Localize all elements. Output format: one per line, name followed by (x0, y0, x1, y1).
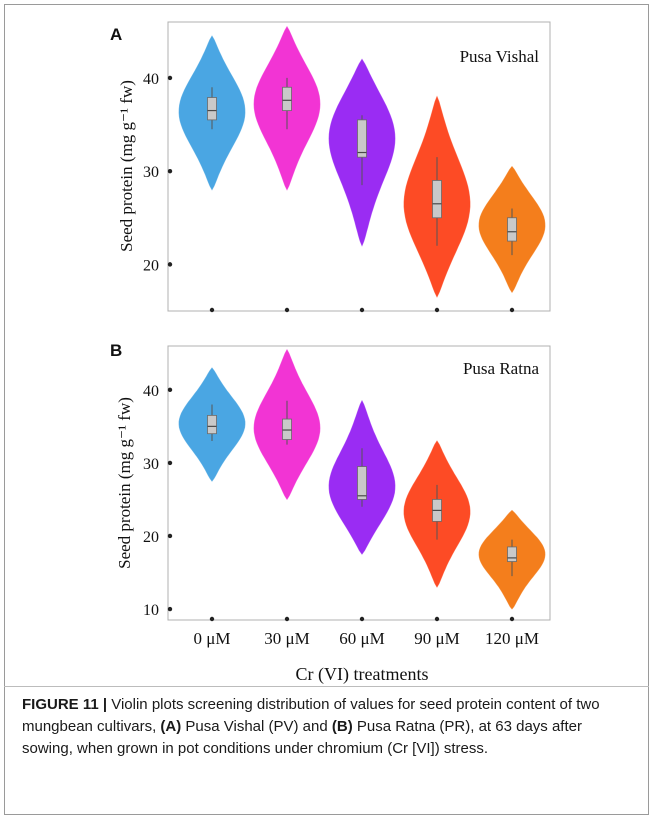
x-axis-title: Cr (VI) treatments (296, 664, 429, 685)
y-tick-label: 40 (143, 383, 159, 400)
panel-b-letter: B (110, 341, 122, 360)
y-tick-mark (167, 533, 173, 539)
panel-b-violins (178, 348, 546, 610)
panel-a: A Pusa Vishal Seed protein (mg g⁻¹ fw) 2… (110, 21, 551, 313)
x-tick-mark (434, 616, 440, 622)
panel-b: B Pusa Ratna Seed protein (mg g⁻¹ fw) 10… (110, 341, 551, 685)
x-tick-mark (284, 307, 290, 313)
figure-frame (4, 4, 649, 815)
panel-a-violins (178, 25, 546, 298)
caption-panel-b-ref: (B) (331, 718, 353, 735)
y-tick-mark (167, 262, 173, 267)
y-tick-label: 40 (143, 71, 159, 88)
x-tick-mark (434, 307, 440, 313)
x-tick-label: 90 μM (414, 629, 459, 648)
violin-box (207, 415, 217, 435)
panel-a-plot-border (167, 21, 551, 312)
violin-box (357, 466, 367, 500)
violin-figure: A Pusa Vishal Seed protein (mg g⁻¹ fw) 2… (110, 21, 551, 685)
y-tick-label: 30 (143, 456, 159, 473)
violin-box (357, 119, 367, 158)
violin-box (282, 418, 292, 440)
y-tick-mark (167, 606, 173, 612)
y-tick-mark (167, 75, 173, 81)
panel-a-ylabel: Seed protein (mg g⁻¹ fw) (117, 80, 136, 252)
x-tick-mark (509, 307, 515, 313)
y-tick-label: 20 (143, 529, 159, 546)
y-tick-mark (167, 168, 173, 174)
y-tick-label: 10 (143, 602, 159, 619)
violin-box (507, 217, 517, 242)
panel-b-x-tick-labels: 0 μM 30 μM 60 μM 90 μM 120 μM (194, 629, 539, 648)
violin-box (432, 180, 442, 219)
x-tick-label: 0 μM (194, 629, 231, 648)
violin-box (282, 86, 292, 111)
panel-b-plot-border (167, 345, 551, 621)
violin-box (507, 546, 517, 562)
caption-panel-a-ref: (A) (160, 718, 182, 735)
y-tick-mark (167, 460, 173, 466)
x-tick-mark (509, 616, 515, 622)
caption-lead: FIGURE 11 | (22, 696, 108, 713)
panel-a-x-ticks (209, 307, 515, 313)
panel-b-x-ticks (209, 616, 515, 622)
caption-text-1: Violin plots screening distribution of v… (22, 696, 600, 735)
x-tick-mark (284, 616, 290, 622)
y-tick-mark (167, 387, 173, 393)
x-tick-mark (359, 616, 365, 622)
panel-a-yticks: 20 30 40 (143, 71, 173, 274)
caption-divider (4, 686, 649, 687)
x-tick-label: 30 μM (264, 629, 309, 648)
panel-a-annotation: Pusa Vishal (460, 47, 540, 66)
panel-b-annotation: Pusa Ratna (463, 359, 539, 378)
y-tick-label: 30 (143, 164, 159, 181)
x-tick-mark (209, 616, 215, 622)
x-tick-mark (209, 307, 215, 313)
x-tick-label: 120 μM (485, 629, 539, 648)
panel-b-yticks: 10 20 30 40 (143, 383, 173, 619)
figure-caption: FIGURE 11 | Violin plots screening distr… (22, 694, 634, 760)
violin-box (207, 97, 217, 121)
x-tick-label: 60 μM (339, 629, 384, 648)
panel-a-letter: A (110, 25, 122, 44)
panel-b-ylabel: Seed protein (mg g⁻¹ fw) (115, 397, 134, 569)
x-tick-mark (359, 307, 365, 313)
y-tick-label: 20 (143, 257, 159, 274)
caption-text-3: Pusa Ratna (PR), at 63 days after sowing… (22, 718, 582, 757)
caption-text-2: Pusa Vishal (PV) and (181, 718, 332, 735)
